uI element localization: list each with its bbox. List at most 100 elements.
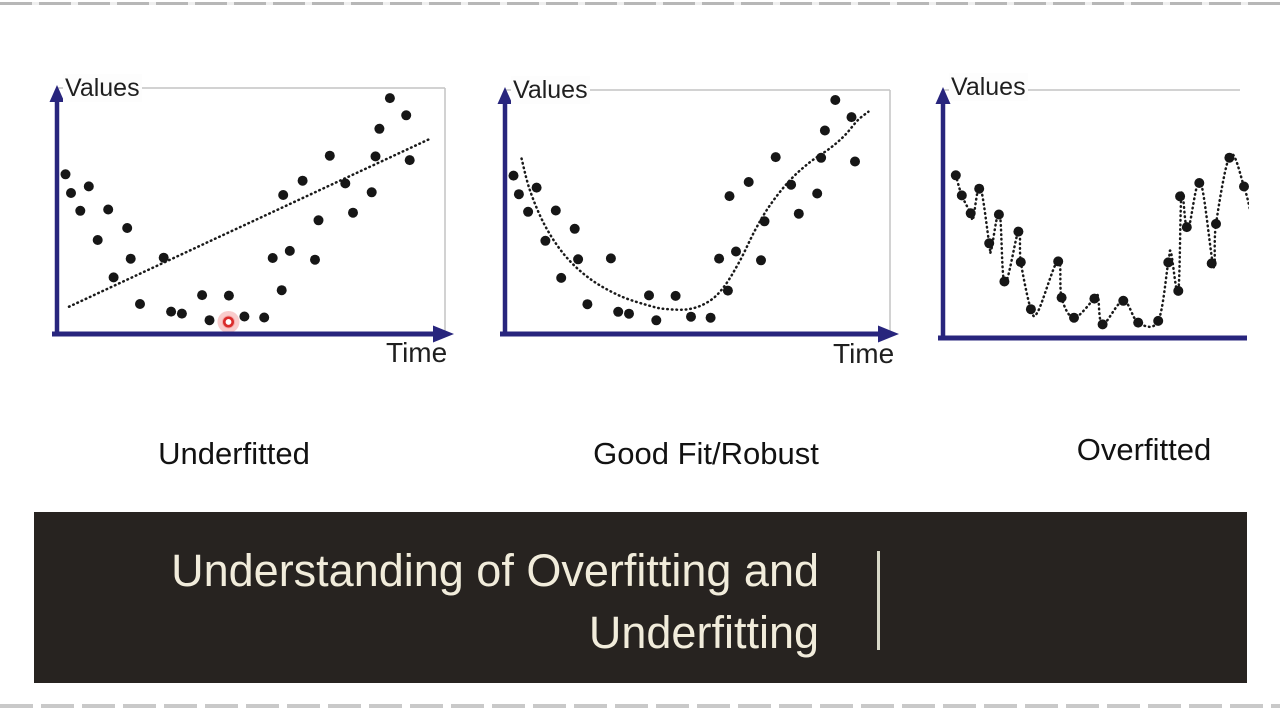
data-point (1181, 222, 1192, 233)
data-point (284, 245, 295, 256)
data-point (401, 110, 412, 121)
data-point (259, 312, 270, 323)
data-point (276, 285, 287, 296)
data-point (313, 215, 324, 226)
data-point (384, 93, 395, 104)
data-point (1224, 152, 1235, 163)
data-point (267, 253, 278, 263)
data-point (651, 315, 662, 326)
title-separator-line (877, 551, 880, 650)
data-point (1153, 315, 1164, 326)
data-point (531, 182, 542, 193)
y-axis-arrow (497, 87, 513, 104)
data-point (125, 253, 136, 264)
fit-curve (954, 152, 1253, 329)
data-point (324, 150, 335, 161)
data-point (135, 299, 145, 309)
top-border-dashes (0, 2, 1280, 5)
data-point (705, 312, 716, 323)
data-point (759, 216, 770, 227)
data-point (569, 223, 580, 234)
data-point (714, 253, 725, 264)
caption-underfitted: Underfitted (158, 436, 310, 471)
data-point (108, 272, 119, 283)
data-point (66, 188, 76, 198)
data-point (1211, 218, 1221, 229)
data-point (846, 112, 857, 123)
caption-overfitted: Overfitted (1076, 432, 1212, 467)
slide-title: Understanding of Overfitting and Underfi… (171, 545, 819, 658)
data-point (370, 151, 381, 162)
data-point (724, 191, 735, 202)
data-point (605, 253, 616, 264)
data-point (204, 315, 215, 326)
data-point (993, 209, 1004, 220)
x-axis-label-goodfit: Time (833, 338, 895, 369)
x-axis-arrow (433, 325, 454, 343)
data-point (770, 152, 781, 163)
data-point (644, 290, 654, 301)
title-banner: Understanding of Overfitting and Underfi… (34, 512, 1247, 683)
data-point (197, 290, 208, 301)
data-point (731, 246, 741, 257)
data-point (743, 177, 754, 187)
data-point (92, 235, 103, 245)
data-point (793, 208, 804, 219)
data-point (984, 238, 995, 249)
data-point (850, 156, 860, 167)
data-point (819, 125, 830, 136)
pointer-dot (222, 316, 234, 328)
data-point (166, 306, 177, 317)
data-point (374, 123, 385, 134)
y-axis-arrow (935, 87, 951, 104)
data-point (348, 207, 358, 218)
data-point (624, 308, 634, 319)
data-point (278, 190, 289, 200)
data-point (60, 169, 71, 180)
data-point (550, 205, 561, 216)
data-point (582, 299, 593, 310)
chart-underfitted (49, 85, 454, 343)
data-point (404, 155, 415, 166)
data-point (523, 206, 534, 217)
data-point (1173, 285, 1184, 296)
data-point (816, 152, 827, 163)
data-point (223, 290, 234, 301)
data-point (830, 95, 841, 105)
data-point (158, 252, 169, 263)
data-point (812, 188, 823, 199)
data-point (786, 179, 797, 190)
y-axis-label-overfitted: Values (949, 73, 1028, 101)
data-point (310, 254, 320, 265)
data-point (756, 255, 766, 266)
data-point (1069, 312, 1079, 323)
y-axis-label-goodfit: Values (511, 76, 590, 104)
data-point (75, 205, 86, 216)
data-point (1015, 257, 1026, 268)
data-point (950, 170, 961, 181)
data-point (297, 175, 308, 186)
data-point (974, 183, 985, 194)
data-point (340, 178, 351, 189)
data-point (366, 187, 377, 198)
data-point (686, 311, 696, 322)
data-point (670, 290, 681, 301)
data-point (1239, 181, 1249, 192)
fit-curve (520, 110, 870, 311)
data-point (956, 190, 967, 201)
data-point (176, 308, 187, 319)
y-axis-arrow (49, 85, 65, 102)
y-axis-label-underfitted: Values (63, 74, 142, 102)
data-point (1206, 258, 1217, 269)
fit-line (67, 138, 430, 308)
chart-overfitted (935, 87, 1253, 341)
data-point (513, 189, 524, 200)
bottom-border-dashes (0, 704, 1280, 708)
data-point (239, 311, 250, 322)
right-crop-mask (1249, 60, 1280, 390)
data-point (613, 306, 624, 317)
data-point (83, 181, 94, 192)
data-point (1163, 257, 1174, 268)
